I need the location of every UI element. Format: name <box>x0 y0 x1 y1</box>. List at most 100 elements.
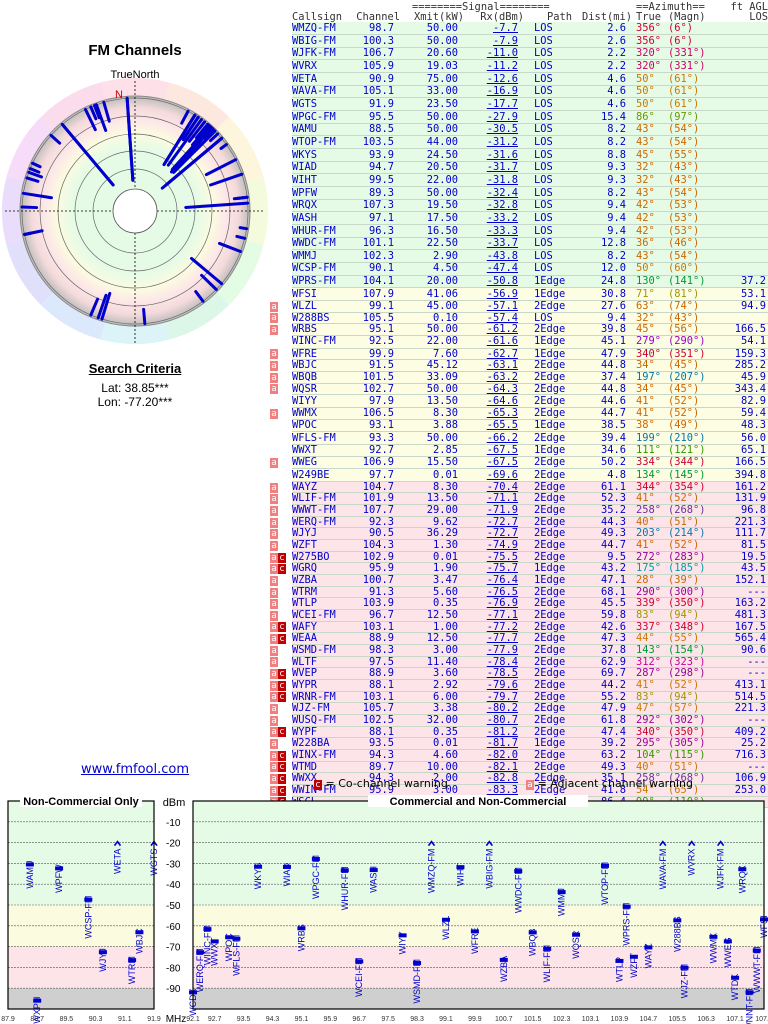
station-mark[interactable]: WWEG <box>723 937 733 967</box>
station-mark[interactable]: WJZ-FM <box>679 964 689 998</box>
callsign[interactable]: WPFW <box>292 186 352 200</box>
callsign[interactable]: WETA <box>292 72 352 86</box>
table-row[interactable]: a WBQB 101.5 33.09 -63.2 2Edge 37.4 197° (207°) 4… <box>270 371 768 384</box>
table-row[interactable]: a c W275BO 102.9 0.01 -75.5 2Edge 9.5 272° (283°)… <box>270 551 768 564</box>
station-mark[interactable]: WCSP-FM <box>83 896 93 939</box>
callsign[interactable]: WHUR-FM <box>292 224 352 238</box>
callsign[interactable]: WSMD-FM <box>292 644 352 657</box>
table-row[interactable]: a WERQ-FM 92.3 9.62 -72.7 2Edge 44.3 40° (51°) 22… <box>270 516 768 529</box>
callsign[interactable]: WERQ-FM <box>292 516 352 529</box>
callsign[interactable]: WGTS <box>292 97 352 112</box>
callsign[interactable]: WWWT-FM <box>292 504 352 517</box>
table-row[interactable]: WRQX 107.3 19.50 -32.8 LOS 9.4 42° (53°) <box>270 199 768 213</box>
table-row[interactable]: WAVA-FM 105.1 33.00 -16.9 LOS 4.6 50° (61°) <box>270 85 768 99</box>
station-mark[interactable]: WFRE <box>470 927 480 954</box>
callsign[interactable]: WQSR <box>292 383 352 396</box>
callsign[interactable]: WRNR-FM <box>292 691 352 704</box>
callsign[interactable]: WIHT <box>292 173 352 188</box>
station-mark[interactable]: WIAD <box>282 862 292 886</box>
table-row[interactable]: WPGC-FM 95.5 50.00 -27.9 LOS 15.4 86° (97°) <box>270 110 768 124</box>
table-row[interactable]: WGTS 91.9 23.50 -17.7 LOS 4.6 50° (61°) <box>270 97 768 112</box>
station-mark[interactable]: WHUR-FM <box>340 866 350 910</box>
callsign[interactable]: WIYY <box>292 394 352 408</box>
table-row[interactable]: WIAD 94.7 20.50 -31.7 LOS 9.3 32° (43°) <box>270 161 768 175</box>
callsign[interactable]: W249BE <box>292 468 352 482</box>
table-row[interactable]: WIYY 97.9 13.50 -64.6 2Edge 44.6 41° (52°) 82.9 <box>270 394 768 408</box>
table-row[interactable]: WIHT 99.5 22.00 -31.8 LOS 9.3 32° (43°) <box>270 173 768 188</box>
station-mark[interactable]: WXPH <box>32 997 42 1024</box>
table-row[interactable]: WPOC 93.1 3.88 -65.5 1Edge 38.5 38° (49°) 48.3 <box>270 419 768 433</box>
table-row[interactable]: a WJYJ 90.5 36.29 -72.7 2Edge 49.3 203° (214°) 11… <box>270 527 768 541</box>
table-row[interactable]: WMMJ 102.3 2.90 -43.8 LOS 8.2 43° (54°) <box>270 249 768 263</box>
callsign[interactable]: WRBS <box>292 323 352 336</box>
station-mark[interactable]: WZFT <box>629 952 639 977</box>
table-row[interactable]: WWDC-FM 101.1 22.50 -33.7 LOS 12.8 36° (46°) <box>270 237 768 251</box>
table-row[interactable]: a c WYPF 88.1 0.35 -81.2 2Edge 47.4 340° (350°) 40… <box>270 726 768 739</box>
table-row[interactable]: a WAYZ 104.7 8.30 -70.4 2Edge 61.1 344° (354°) 16… <box>270 481 768 494</box>
callsign[interactable]: WYPF <box>292 726 352 739</box>
station-mark[interactable]: WPGC-FM <box>311 855 321 899</box>
table-row[interactable]: WWXT 92.7 2.85 -67.5 1Edge 34.6 111° (121°) 65.1 <box>270 444 768 458</box>
table-row[interactable]: a WWMX 106.5 8.30 -65.3 2Edge 44.7 41° (52°) 59.4 <box>270 407 768 420</box>
station-mark[interactable]: WJYJ <box>98 948 108 972</box>
callsign[interactable]: WWEG <box>292 456 352 470</box>
col-rx[interactable]: Rx(dBm) <box>480 11 525 23</box>
station-mark[interactable]: WASH <box>369 866 379 893</box>
callsign[interactable]: WWDC-FM <box>292 237 352 251</box>
callsign[interactable]: WBQB <box>292 371 352 384</box>
station-mark[interactable]: WWXT <box>210 937 220 966</box>
callsign[interactable]: WMZQ-FM <box>292 22 352 36</box>
table-row[interactable]: a W228BA 93.5 0.01 -81.7 1Edge 39.2 295° (305°) 2… <box>270 737 768 750</box>
callsign[interactable]: WTMD <box>292 761 352 774</box>
callsign[interactable]: WCSP-FM <box>292 262 352 276</box>
callsign[interactable]: WMMJ <box>292 249 352 263</box>
station-mark[interactable]: WBIG-FM <box>484 840 494 889</box>
callsign[interactable]: WVRX <box>292 59 352 74</box>
station-mark[interactable]: WETA <box>113 840 123 874</box>
table-row[interactable]: WTOP-FM 103.5 44.00 -31.2 LOS 8.2 43° (54°) <box>270 135 768 150</box>
table-row[interactable]: WFSI 107.9 41.06 -56.9 1Edge 30.8 71° (81°) 53.1 <box>270 287 768 301</box>
callsign[interactable]: WYPR <box>292 679 352 692</box>
callsign[interactable]: WWXT <box>292 444 352 458</box>
callsign[interactable]: WWIN-FM <box>292 784 352 797</box>
station-mark[interactable]: W288BS <box>672 916 682 952</box>
table-row[interactable]: a WFRE 99.9 7.60 -62.7 1Edge 47.9 340° (351°) 159… <box>270 348 768 361</box>
table-row[interactable]: WETA 90.9 75.00 -12.6 LOS 4.6 50° (61°) <box>270 72 768 86</box>
callsign[interactable]: WPGC-FM <box>292 110 352 124</box>
station-mark[interactable]: WSMD-FM <box>412 959 422 1004</box>
table-row[interactable]: a WLIF-FM 101.9 13.50 -71.1 2Edge 52.3 41° (52°)… <box>270 492 768 506</box>
station-mark[interactable]: WWWT-FM <box>752 947 762 993</box>
station-mark[interactable]: WPOC <box>224 933 234 961</box>
callsign[interactable]: W228BA <box>292 737 352 750</box>
station-mark[interactable]: WWDC-FM <box>513 867 523 913</box>
callsign[interactable]: W288BS <box>292 312 352 325</box>
col-true[interactable]: True <box>636 11 662 23</box>
table-row[interactable]: a WWEG 106.9 15.50 -67.5 2Edge 50.2 334° (344°) 1… <box>270 456 768 470</box>
table-row[interactable]: WCSP-FM 90.1 4.50 -47.4 LOS 12.0 50° (60°) <box>270 262 768 276</box>
station-mark[interactable]: WZBA <box>499 956 509 982</box>
table-row[interactable]: a c WRNR-FM 103.1 6.00 -79.7 2Edge 55.2 83° (94°)… <box>270 691 768 704</box>
table-row[interactable]: a c WEAA 88.9 12.50 -77.7 2Edge 47.3 44° (55°) 565… <box>270 632 768 645</box>
table-row[interactable]: a WSMD-FM 98.3 3.00 -77.9 2Edge 37.8 143° (154°)… <box>270 644 768 657</box>
table-row[interactable]: WINC-FM 92.5 22.00 -61.6 1Edge 45.1 279° (290°)… <box>270 335 768 349</box>
station-mark[interactable]: WQSR <box>571 930 581 958</box>
callsign[interactable]: WBJC <box>292 359 352 372</box>
callsign[interactable]: WAVA-FM <box>292 85 352 99</box>
callsign[interactable]: WPOC <box>292 419 352 433</box>
callsign[interactable]: WLIF-FM <box>292 492 352 506</box>
station-mark[interactable]: WWMX <box>708 933 718 964</box>
station-mark[interactable]: WTDK <box>730 974 740 1001</box>
table-row[interactable]: a WZBA 100.7 3.47 -76.4 1Edge 47.1 28° (39°) 152.… <box>270 574 768 587</box>
fmfool-link[interactable]: www.fmfool.com <box>80 762 190 777</box>
station-mark[interactable]: WIYY <box>398 931 408 954</box>
callsign[interactable]: WRQX <box>292 199 352 213</box>
station-mark[interactable]: WAVA-FM <box>658 840 668 890</box>
station-mark[interactable]: WFLS-FM <box>231 935 241 976</box>
table-row[interactable]: WVRX 105.9 19.03 -11.2 LOS 2.2 320° (331°) <box>270 59 768 74</box>
table-row[interactable]: WAMU 88.5 50.00 -30.5 LOS 8.2 43° (54°) <box>270 123 768 137</box>
callsign[interactable]: WFRE <box>292 348 352 361</box>
table-row[interactable]: WPFW 89.3 50.00 -32.4 LOS 8.2 43° (54°) <box>270 186 768 200</box>
callsign[interactable]: WIAD <box>292 161 352 175</box>
table-row[interactable]: a WQSR 102.7 50.00 -64.3 2Edge 44.8 34° (45°) 343… <box>270 383 768 396</box>
station-mark[interactable]: WINC-FM <box>202 925 212 965</box>
